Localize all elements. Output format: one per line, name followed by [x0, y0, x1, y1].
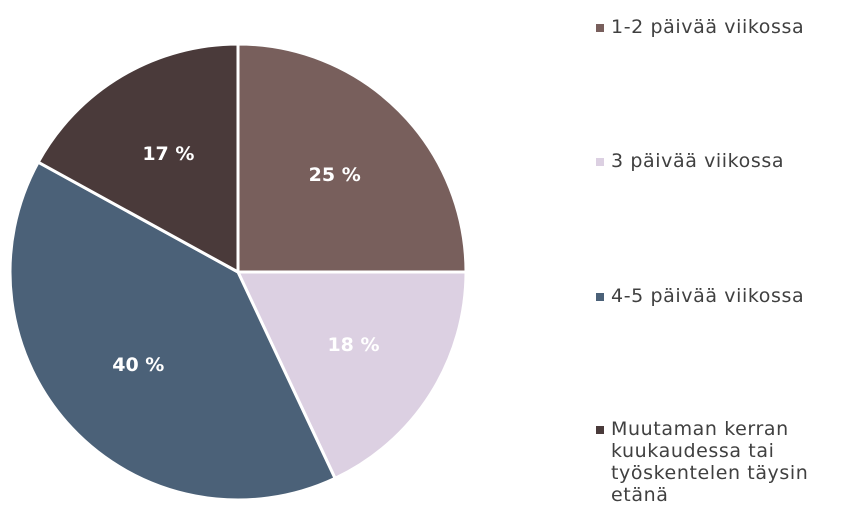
legend-swatch: [596, 293, 604, 301]
legend-label: 4-5 päivää viikossa: [611, 285, 805, 307]
data-label: 18 %: [327, 334, 379, 356]
data-label: 40 %: [112, 354, 164, 376]
legend-item: Muutaman kerran kuukaudessa tai työskent…: [596, 418, 846, 506]
legend-swatch: [596, 158, 604, 166]
legend: 1-2 päivää viikossa 3 päivää viikossa 4-5 …: [596, 0, 852, 528]
pie-slice: [235, 270, 468, 481]
legend-item: 3 päivää viikossa: [596, 150, 846, 172]
legend-item: 1-2 päivää viikossa: [596, 16, 846, 38]
legend-label: Muutaman kerran kuukaudessa tai työskent…: [611, 418, 809, 506]
legend-label: 3 päivää viikossa: [611, 150, 785, 172]
legend-label: 1-2 päivää viikossa: [611, 16, 805, 38]
pie-slice: [36, 42, 240, 275]
legend-swatch: [596, 426, 604, 434]
legend-item: 4-5 päivää viikossa: [596, 285, 846, 307]
pie-slice: [8, 160, 338, 502]
pie-slice: [236, 42, 468, 274]
data-label: 25 %: [309, 164, 361, 186]
data-label: 17 %: [142, 143, 194, 165]
legend-swatch: [596, 24, 604, 32]
